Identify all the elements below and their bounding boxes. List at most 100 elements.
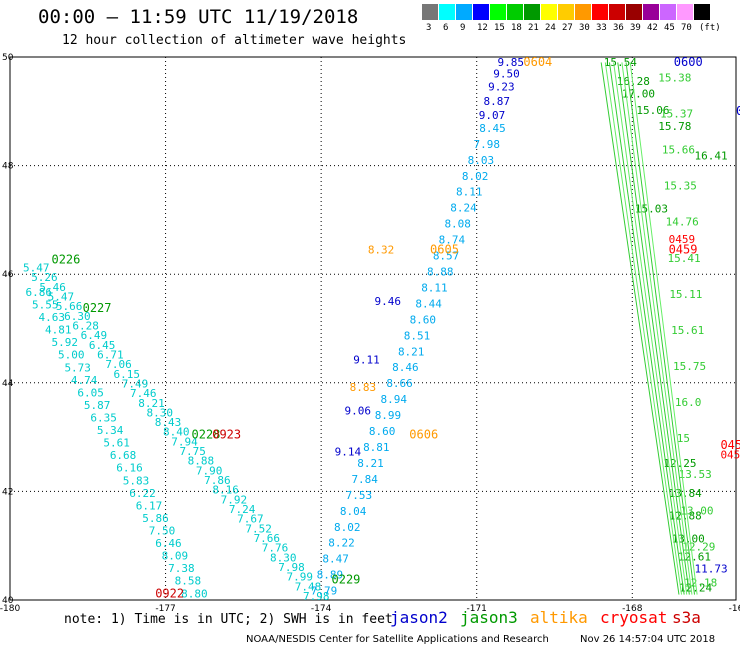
data-label: 5.26 bbox=[31, 271, 58, 284]
data-label: 6.28 bbox=[72, 319, 99, 332]
mission-label: jason2 bbox=[390, 608, 448, 627]
data-points: 9.859.509.238.879.07 9.46 9.11 9.06 9.14 11.7… bbox=[23, 56, 740, 603]
legend-label: 18 bbox=[511, 23, 522, 33]
data-label: 8.47 bbox=[322, 553, 349, 566]
data-label: 15.03 bbox=[635, 202, 668, 215]
data-label: 8.11 bbox=[456, 186, 483, 199]
data-label: 7.94 bbox=[171, 435, 198, 448]
time-label: 045 bbox=[720, 438, 740, 452]
legend-swatch bbox=[592, 4, 608, 20]
data-label: 8.46 bbox=[392, 361, 419, 374]
data-label: 15.41 bbox=[667, 252, 700, 265]
data-label: 16.0 bbox=[675, 396, 702, 409]
data-label: 8.74 bbox=[439, 234, 466, 247]
data-label: 5.34 bbox=[97, 424, 124, 437]
legend-swatch bbox=[439, 4, 455, 20]
legend-label: 36 bbox=[613, 23, 624, 33]
legend-swatch bbox=[575, 4, 591, 20]
data-label: 7.76 bbox=[262, 542, 289, 555]
data-label: 7.06 bbox=[105, 358, 131, 371]
x-tick-label: -16 bbox=[729, 604, 740, 614]
data-label: 5.55 bbox=[32, 298, 59, 311]
data-label: 5.92 bbox=[51, 336, 78, 349]
legend-label: 30 bbox=[579, 23, 590, 33]
data-label: 8.60 bbox=[369, 425, 396, 438]
data-label: 15.54 bbox=[604, 56, 637, 69]
data-label: 4.74 bbox=[71, 374, 98, 387]
data-label: 8.21 bbox=[357, 457, 384, 470]
data-label: 8.51 bbox=[404, 329, 431, 342]
x-tick-label: -171 bbox=[466, 604, 486, 614]
legend-label: 21 bbox=[528, 23, 539, 33]
x-tick-label: -177 bbox=[155, 604, 175, 614]
data-label: 4.63 bbox=[39, 311, 65, 324]
data-label: 8.24 bbox=[450, 202, 477, 215]
data-label: 6.45 bbox=[89, 339, 116, 352]
data-label: 8.03 bbox=[468, 154, 495, 167]
data-label: 8.30 bbox=[147, 406, 174, 419]
data-label: 7.86 bbox=[204, 474, 231, 487]
mission-label: cryosat bbox=[600, 608, 668, 627]
data-label: 8.87 bbox=[483, 95, 510, 108]
data-label: 8.58 bbox=[175, 575, 202, 588]
data-label: 6.49 bbox=[81, 329, 108, 342]
data-label: 6.05 bbox=[77, 386, 104, 399]
data-label: 6.86 bbox=[26, 286, 53, 299]
track-line bbox=[600, 62, 680, 595]
mission-label: altika bbox=[530, 608, 588, 627]
legend-label: 45 bbox=[664, 23, 675, 33]
axis-ticks: -180 -177 -174 -171 -168 -16 40 42 44 46 48 50 bbox=[0, 53, 740, 614]
data-label: 7.98 bbox=[278, 561, 305, 574]
x-tick-label: -180 bbox=[0, 604, 20, 614]
y-tick-label: 42 bbox=[2, 487, 13, 497]
data-label: 8.04 bbox=[340, 505, 367, 518]
legend-swatch bbox=[677, 4, 693, 20]
data-label: 15.66 bbox=[662, 144, 695, 157]
data-label: 8.09 bbox=[162, 550, 189, 563]
legend-swatch bbox=[626, 4, 642, 20]
grid-lines bbox=[10, 57, 736, 600]
legend-label: 3 bbox=[426, 23, 432, 33]
data-label: 15.38 bbox=[658, 71, 691, 84]
track-line bbox=[604, 62, 683, 595]
legend-label: 70 bbox=[681, 23, 692, 33]
data-label: 7.49 bbox=[122, 377, 149, 390]
data-label: 9.06 bbox=[344, 404, 371, 417]
data-label: 8.81 bbox=[363, 441, 390, 454]
data-label: 6.22 bbox=[129, 487, 156, 500]
data-label: 7.50 bbox=[149, 525, 176, 538]
legend-swatch bbox=[473, 4, 489, 20]
legend-swatch bbox=[609, 4, 625, 20]
data-label: 8.21 bbox=[138, 397, 165, 410]
time-label: 0922 bbox=[155, 586, 184, 600]
time-label: 0227 bbox=[83, 301, 112, 315]
data-label: 7.66 bbox=[254, 532, 281, 545]
data-label: 8.30 bbox=[270, 551, 297, 564]
data-label: 8.60 bbox=[410, 313, 437, 326]
legend-swatch bbox=[490, 4, 506, 20]
data-label: 15.78 bbox=[658, 120, 691, 133]
data-label: 7.46 bbox=[130, 387, 157, 400]
data-label: 8.32 bbox=[368, 244, 395, 257]
track-line bbox=[613, 62, 688, 595]
data-label: 5.86 bbox=[142, 512, 169, 525]
legend-label: 9 bbox=[460, 23, 466, 33]
data-label: 8.83 bbox=[350, 381, 377, 394]
data-label: 0459 bbox=[669, 233, 696, 246]
data-label: 8.80 bbox=[181, 587, 208, 600]
time-label: 0606 bbox=[409, 428, 438, 442]
track-line bbox=[625, 62, 696, 595]
y-tick-label: 50 bbox=[2, 53, 14, 63]
data-label: 15.75 bbox=[673, 360, 706, 373]
legend-swatch bbox=[558, 4, 574, 20]
data-label: 13.53 bbox=[679, 468, 712, 481]
data-label: 5.73 bbox=[64, 361, 91, 374]
legend-swatch bbox=[456, 4, 472, 20]
data-label: 7.92 bbox=[221, 493, 248, 506]
legend-unit: (ft) bbox=[699, 23, 721, 33]
data-label: 8.02 bbox=[462, 170, 489, 183]
data-label: 6.46 bbox=[155, 537, 182, 550]
data-label: 12.29 bbox=[682, 540, 715, 553]
legend-swatch bbox=[422, 4, 438, 20]
